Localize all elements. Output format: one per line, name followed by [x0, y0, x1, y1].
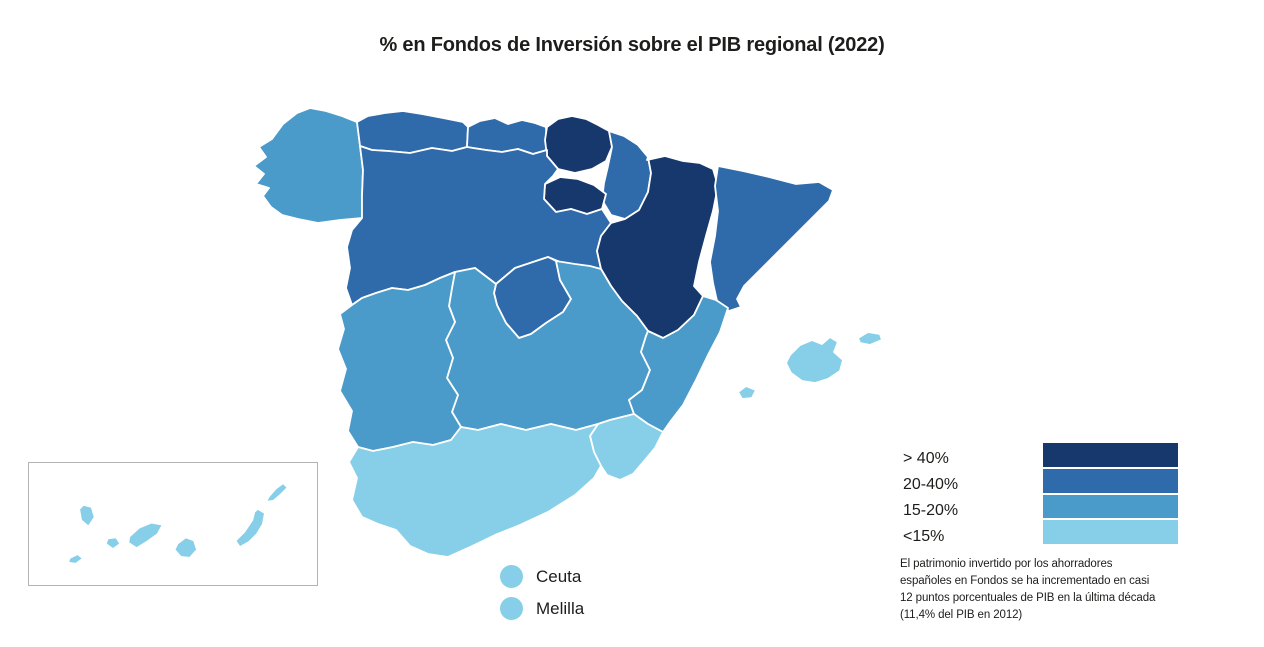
- region-asturias: [356, 110, 469, 154]
- ceuta-dot-icon: [500, 565, 523, 588]
- island-gran-canaria: [174, 537, 198, 558]
- island-la-palma: [79, 504, 95, 527]
- region-baleares-ibiza: [737, 385, 757, 400]
- region-galicia: [253, 107, 364, 224]
- region-baleares-mallorca: [785, 336, 844, 384]
- legend-labels: > 40% 20-40% 15-20% <15%: [903, 446, 958, 550]
- legend-swatch-lt15: [1043, 520, 1178, 544]
- legend-swatch-20-40: [1043, 468, 1178, 493]
- island-tenerife: [128, 522, 163, 549]
- region-cataluna: [709, 165, 834, 312]
- legend-label-gt40: > 40%: [903, 450, 949, 467]
- melilla-dot-icon: [500, 597, 523, 620]
- legend-label-15-20: 15-20%: [903, 502, 959, 519]
- melilla-label: Melilla: [536, 598, 585, 618]
- region-extremadura: [337, 271, 462, 452]
- spain-choropleth-map: [253, 107, 883, 558]
- legend-color-scale: [1043, 443, 1178, 544]
- legend-label-lt15: <15%: [903, 528, 945, 545]
- ceuta-marker: Ceuta: [500, 565, 581, 588]
- ceuta-label: Ceuta: [536, 566, 582, 586]
- island-el-hierro: [68, 554, 83, 564]
- legend-swatch-gt40: [1043, 443, 1178, 467]
- melilla-marker: Melilla: [500, 597, 584, 620]
- page-title: % en Fondos de Inversión sobre el PIB re…: [379, 34, 885, 56]
- legend-swatch-15-20: [1043, 494, 1178, 519]
- canary-islands-map: [68, 483, 288, 564]
- island-lanzarote: [265, 483, 288, 502]
- legend-label-20-40: 20-40%: [903, 476, 959, 493]
- canary-islands-inset: [28, 462, 318, 586]
- region-andalucia: [348, 423, 602, 558]
- footnote: El patrimonio invertido por los ahorrado…: [900, 558, 1156, 621]
- island-fuerteventura: [235, 508, 265, 548]
- island-la-gomera: [105, 537, 121, 550]
- region-baleares-menorca: [857, 331, 883, 346]
